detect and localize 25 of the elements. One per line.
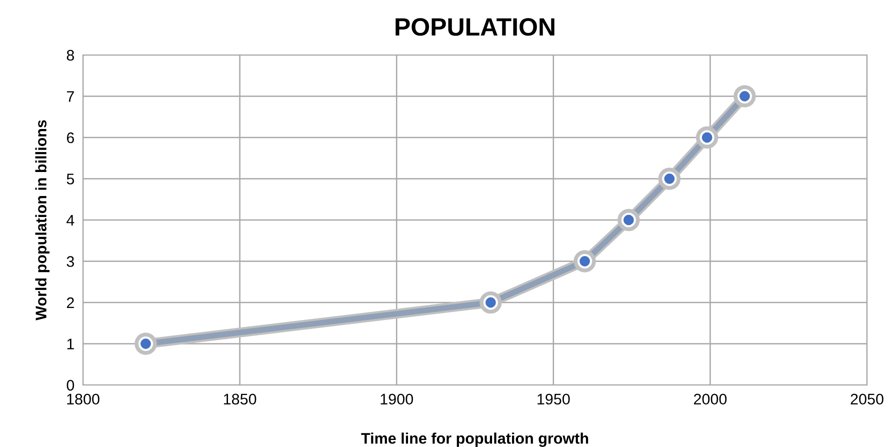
y-tick-label: 0 [66, 380, 74, 391]
point [574, 250, 596, 272]
y-tick-label: 3 [66, 256, 74, 267]
chart-title: POPULATION [396, 18, 554, 36]
x-axis-title: Time line for population growth [361, 432, 588, 447]
y-axis-title: World population in billions [35, 120, 50, 320]
point [696, 126, 718, 149]
y-tick-label: 4 [66, 215, 74, 226]
y-tick-label: 7 [66, 91, 74, 102]
y-tick-label: 8 [66, 50, 74, 61]
point [480, 291, 502, 314]
y-tick-label: 2 [66, 297, 74, 308]
x-tick-label: 1950 [538, 394, 570, 405]
y-tick-label: 1 [67, 338, 74, 350]
point [658, 168, 681, 190]
point [618, 208, 640, 232]
x-tick-label: 1850 [224, 394, 256, 405]
x-tick-label: 2050 [850, 394, 884, 405]
x-tick-label: 1900 [380, 394, 413, 405]
x-tick-label: 2000 [694, 394, 727, 405]
point [134, 332, 157, 355]
y-tick-label: 5 [66, 174, 74, 184]
point [734, 85, 756, 108]
x-tick-label: 1800 [67, 394, 100, 405]
y-tick-label: 6 [66, 132, 74, 144]
